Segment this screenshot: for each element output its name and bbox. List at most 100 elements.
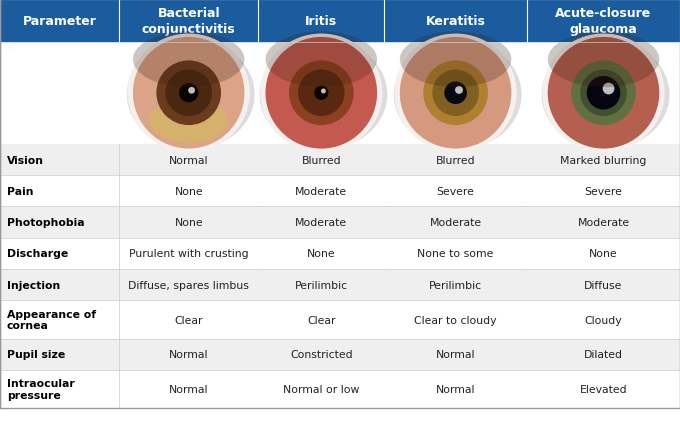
Bar: [0, 370, 119, 408]
Bar: [258, 339, 384, 370]
Ellipse shape: [165, 70, 212, 117]
Bar: [0, 339, 119, 370]
Text: None: None: [589, 249, 618, 259]
Text: Appearance of
cornea: Appearance of cornea: [7, 309, 96, 331]
Text: None: None: [174, 187, 203, 196]
Text: Severe: Severe: [437, 187, 475, 196]
Bar: [119, 301, 258, 339]
Text: Photophobia: Photophobia: [7, 218, 84, 227]
Text: Vision: Vision: [7, 155, 44, 165]
Bar: [119, 207, 258, 238]
Bar: [258, 207, 384, 238]
Bar: [384, 270, 527, 301]
Text: None: None: [307, 249, 336, 259]
Bar: [0, 145, 119, 176]
Text: Constricted: Constricted: [290, 350, 353, 359]
Bar: [119, 238, 258, 270]
Text: None to some: None to some: [418, 249, 494, 259]
Text: Bacterial
conjunctivitis: Bacterial conjunctivitis: [142, 7, 235, 36]
Text: Normal or low: Normal or low: [283, 385, 360, 394]
Text: Severe: Severe: [585, 187, 622, 196]
Bar: [0, 207, 119, 238]
Bar: [119, 339, 258, 370]
Text: Pain: Pain: [7, 187, 33, 196]
Bar: [119, 370, 258, 408]
Ellipse shape: [548, 32, 660, 88]
Bar: [119, 0, 258, 43]
Ellipse shape: [188, 88, 195, 95]
Ellipse shape: [444, 82, 467, 105]
Bar: [258, 0, 384, 43]
Text: Moderate: Moderate: [430, 218, 481, 227]
Ellipse shape: [150, 99, 228, 144]
Bar: [0, 301, 119, 339]
Text: Marked blurring: Marked blurring: [560, 155, 647, 165]
Text: Normal: Normal: [169, 155, 209, 165]
Ellipse shape: [133, 38, 245, 149]
Ellipse shape: [432, 70, 479, 117]
Text: Injection: Injection: [7, 280, 60, 290]
Ellipse shape: [548, 38, 660, 149]
Bar: [0, 0, 119, 43]
Bar: [527, 238, 680, 270]
Text: Clear: Clear: [175, 315, 203, 325]
Text: Normal: Normal: [169, 350, 209, 359]
Text: Diffuse: Diffuse: [584, 280, 623, 290]
Bar: [527, 370, 680, 408]
Bar: [119, 43, 258, 145]
Text: Perilimbic: Perilimbic: [294, 280, 348, 290]
Text: Moderate: Moderate: [295, 187, 347, 196]
Ellipse shape: [260, 40, 388, 150]
Bar: [258, 238, 384, 270]
Bar: [258, 176, 384, 207]
Ellipse shape: [133, 38, 245, 149]
Ellipse shape: [455, 87, 463, 95]
Ellipse shape: [260, 34, 382, 153]
Text: Purulent with crusting: Purulent with crusting: [129, 249, 248, 259]
Ellipse shape: [321, 89, 326, 94]
Ellipse shape: [265, 38, 377, 149]
Bar: [384, 176, 527, 207]
Bar: [258, 145, 384, 176]
Bar: [119, 145, 258, 176]
Ellipse shape: [542, 34, 665, 153]
Bar: [384, 238, 527, 270]
Ellipse shape: [400, 32, 511, 88]
Text: Blurred: Blurred: [301, 155, 341, 165]
Ellipse shape: [265, 32, 377, 88]
Text: Discharge: Discharge: [7, 249, 68, 259]
Text: Moderate: Moderate: [295, 218, 347, 227]
Bar: [258, 270, 384, 301]
Bar: [119, 176, 258, 207]
Text: Iritis: Iritis: [305, 15, 337, 28]
Text: Perilimbic: Perilimbic: [429, 280, 482, 290]
Ellipse shape: [265, 38, 377, 149]
Text: Clear to cloudy: Clear to cloudy: [414, 315, 497, 325]
Text: Normal: Normal: [436, 385, 475, 394]
Ellipse shape: [298, 70, 345, 117]
Bar: [527, 0, 680, 43]
Bar: [384, 370, 527, 408]
Bar: [527, 145, 680, 176]
Bar: [0, 238, 119, 270]
Text: Clear: Clear: [307, 315, 335, 325]
Bar: [0, 270, 119, 301]
Text: Keratitis: Keratitis: [426, 15, 486, 28]
Text: Moderate: Moderate: [577, 218, 630, 227]
Bar: [527, 301, 680, 339]
Ellipse shape: [548, 38, 660, 149]
Ellipse shape: [128, 34, 250, 153]
Bar: [384, 145, 527, 176]
Text: Acute-closure
glaucoma: Acute-closure glaucoma: [556, 7, 651, 36]
Bar: [384, 0, 527, 43]
Text: Cloudy: Cloudy: [585, 315, 622, 325]
Ellipse shape: [400, 38, 511, 149]
Bar: [384, 43, 527, 145]
Text: Parameter: Parameter: [22, 15, 97, 28]
Bar: [0, 176, 119, 207]
Text: Blurred: Blurred: [436, 155, 475, 165]
Bar: [119, 270, 258, 301]
Ellipse shape: [587, 77, 620, 110]
Bar: [258, 43, 384, 145]
Ellipse shape: [394, 34, 517, 153]
